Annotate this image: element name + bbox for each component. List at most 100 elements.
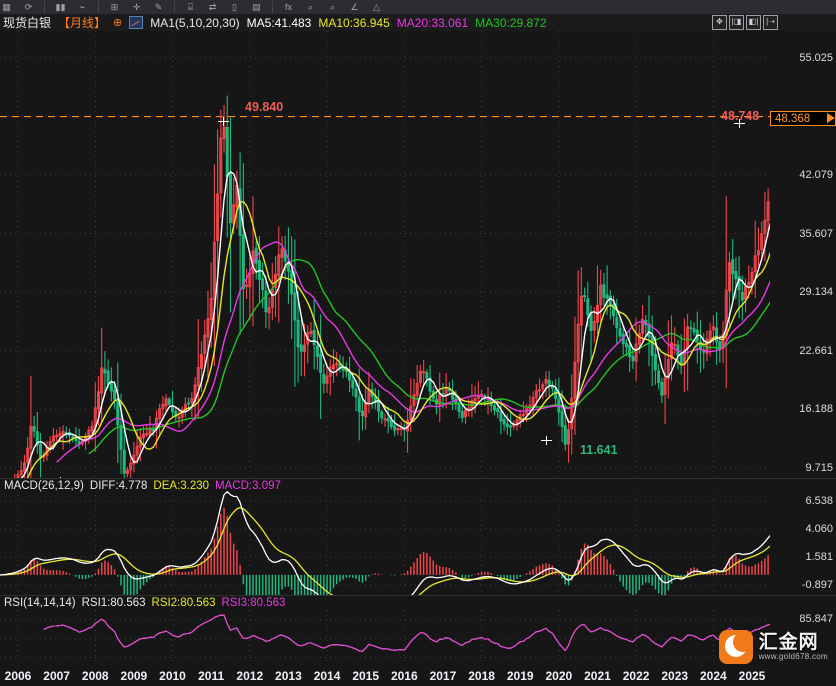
x-axis-year-label: 2011 <box>198 669 225 683</box>
volume-icon[interactable]: ▤ <box>252 2 261 12</box>
goto-latest-icon[interactable]: |➝ <box>763 15 778 30</box>
macd-pane[interactable]: MACD(26,12,9) DIFF:4.778 DEA:3.230 MACD:3.0… <box>0 478 836 596</box>
x-axis-year-label: 2016 <box>390 669 418 683</box>
macd-y-tick-label: 1.581 <box>805 551 833 563</box>
price-y-tick-label: 22.661 <box>799 344 833 357</box>
macd-y-tick-label: -0.897 <box>801 579 833 591</box>
x-axis: 2006 2007 2008 2009 2010 2011 2012 2013 2014 2015… <box>0 665 836 686</box>
macd-diff-value: DIFF:4.778 <box>89 480 148 492</box>
ma30-value: MA30:29.872 <box>475 15 547 30</box>
price-y-tick-label: 29.134 <box>799 286 833 299</box>
ma20-value: MA20:33.061 <box>396 15 469 30</box>
x-axis-year-label: 2020 <box>545 669 573 683</box>
macd-macd-value: MACD:3.097 <box>215 480 281 492</box>
shift-right-icon[interactable]: ◧| <box>746 15 761 30</box>
chart-header: 现货白银 【月线】 ⊕ MA1(5,10,20,30) MA5:41.483 M… <box>0 14 836 31</box>
watermark-text: 汇金网 www.gold678.com <box>758 631 828 661</box>
search-icon[interactable]: ⌕ <box>307 2 314 12</box>
x-axis-year-label: 2022 <box>622 669 650 683</box>
price-y-tick-label: 42.079 <box>799 169 833 182</box>
price-y-axis[interactable]: 55.02548.55242.07935.60729.13422.66116.1… <box>770 31 836 478</box>
macd-svg <box>0 491 770 596</box>
macd-y-tick-label: 6.538 <box>805 495 833 507</box>
compare-icon[interactable]: ⇄ <box>208 2 217 12</box>
price-y-tick-label: 35.607 <box>799 227 833 240</box>
price-y-tick-label: 16.188 <box>799 403 833 416</box>
x-axis-year-label: 2007 <box>43 669 70 683</box>
x-axis-year-label: 2006 <box>4 669 32 683</box>
x-axis-year-label: 2009 <box>120 669 148 683</box>
macd-y-tick-label: 4.060 <box>805 522 833 535</box>
rsi-plot-area[interactable] <box>0 596 770 666</box>
fx-icon[interactable]: fx <box>284 2 292 12</box>
candle-icon[interactable]: ▯ <box>232 2 237 12</box>
zoom-icon[interactable]: ⌕ <box>329 2 336 12</box>
macd-label: MACD(26,12,9) <box>4 480 84 492</box>
x-axis-year-label: 2023 <box>661 669 689 683</box>
refresh-icon[interactable]: ⟳ <box>24 2 33 12</box>
rsi-pane[interactable]: RSI(14,14,14) RSI1:80.563 RSI2:80.563 RSI3:… <box>0 595 836 666</box>
price-annotation-swing-low-2020: 11.641 <box>580 443 618 457</box>
x-axis-year-label: 2014 <box>313 669 341 683</box>
x-axis-year-label: 2008 <box>81 669 109 683</box>
shift-left-icon[interactable]: |◨ <box>729 15 744 30</box>
draw-icon[interactable]: ✎ <box>154 2 163 12</box>
line-chart-icon[interactable]: ⌁ <box>79 2 86 12</box>
toolbar-divider <box>44 1 45 13</box>
add-indicator-icon[interactable]: ⊕ <box>113 17 123 29</box>
x-axis-year-label: 2013 <box>275 669 302 683</box>
trendline-icon[interactable]: ∠ <box>350 2 359 12</box>
last-price-tag: 48.368 <box>770 111 836 127</box>
brand-name: 汇金网 <box>758 631 819 653</box>
x-axis-year-label: 2018 <box>468 669 495 683</box>
top-toolbar[interactable]: ▦ ⟳ ▮▮ ⌁ ⊞ ✛ ✎ ⌸ ⇄ ▯ ▤ fx ⌕ ⌕ ∠ △ <box>0 0 836 15</box>
chart-view-controls[interactable]: ✥ |◨ ◧| |➝ <box>712 14 778 31</box>
toolbar-divider <box>272 1 273 13</box>
brand-url: www.gold678.com <box>758 651 828 661</box>
rsi-svg <box>0 610 770 666</box>
indicator-icon[interactable]: ⌸ <box>187 2 194 12</box>
x-axis-year-label: 2019 <box>506 669 534 683</box>
price-annotation-swing-high-2025: 48.748 <box>721 109 760 123</box>
macd-dea-value: DEA:3.230 <box>153 480 210 492</box>
rsi2-value: RSI2:80.563 <box>151 597 216 609</box>
price-y-tick-label: 9.715 <box>805 462 833 474</box>
brand-logo-icon <box>718 630 753 664</box>
x-axis-year-label: 2024 <box>700 669 727 683</box>
ma-title: MA1(5,10,20,30) <box>150 15 240 30</box>
watermark: 汇金网 www.gold678.com <box>718 630 828 664</box>
ma5-value: MA5:41.483 <box>246 15 312 30</box>
fit-screen-icon[interactable]: ✥ <box>712 15 727 30</box>
toolbar-divider <box>174 1 175 13</box>
x-axis-year-label: 2015 <box>352 669 380 683</box>
tick-icon[interactable]: ⊞ <box>110 2 119 12</box>
chart-type-icon[interactable]: ▦ <box>2 2 11 12</box>
macd-plot-area[interactable] <box>0 479 770 596</box>
rsi1-value: RSI1:80.563 <box>81 597 146 609</box>
x-axis-year-label: 2010 <box>159 669 186 683</box>
price-plot-area[interactable] <box>0 31 770 478</box>
rsi-title-row: RSI(14,14,14) RSI1:80.563 RSI2:80.563 RSI3:… <box>4 597 291 609</box>
x-axis-year-label: 2021 <box>584 669 611 683</box>
crosshair-icon[interactable]: ✛ <box>132 2 141 12</box>
symbol-name[interactable]: 现货白银 <box>3 16 52 30</box>
price-pane[interactable]: 55.02548.55242.07935.60729.13422.66116.1… <box>0 31 836 478</box>
x-axis-year-label: 2012 <box>236 669 264 683</box>
triangle-icon[interactable]: △ <box>373 2 380 12</box>
bar-chart-icon[interactable]: ▮▮ <box>55 2 66 12</box>
macd-y-axis[interactable]: 6.538 4.060 1.581 -0.897 <box>770 479 836 596</box>
last-price-arrow-icon <box>827 113 835 124</box>
toolbar-divider <box>98 1 99 13</box>
period-label[interactable]: 【月线】 <box>58 16 107 30</box>
rsi-label: RSI(14,14,14) <box>4 597 76 609</box>
price-annotation-swing-high-2011: 49.840 <box>245 100 284 114</box>
price-y-tick-label: 55.025 <box>799 52 833 64</box>
rsi-y-tick-label: 85.847 <box>799 613 833 626</box>
rsi-y-axis[interactable]: 85.847 <box>770 596 836 666</box>
x-axis-year-label: 2025 <box>738 669 766 683</box>
ma-indicator-icon[interactable] <box>129 16 144 29</box>
macd-title-row: MACD(26,12,9) DIFF:4.778 DEA:3.230 MACD:3.0… <box>4 480 287 492</box>
x-axis-year-label: 2017 <box>429 669 457 683</box>
ma10-value: MA10:36.945 <box>318 15 390 30</box>
